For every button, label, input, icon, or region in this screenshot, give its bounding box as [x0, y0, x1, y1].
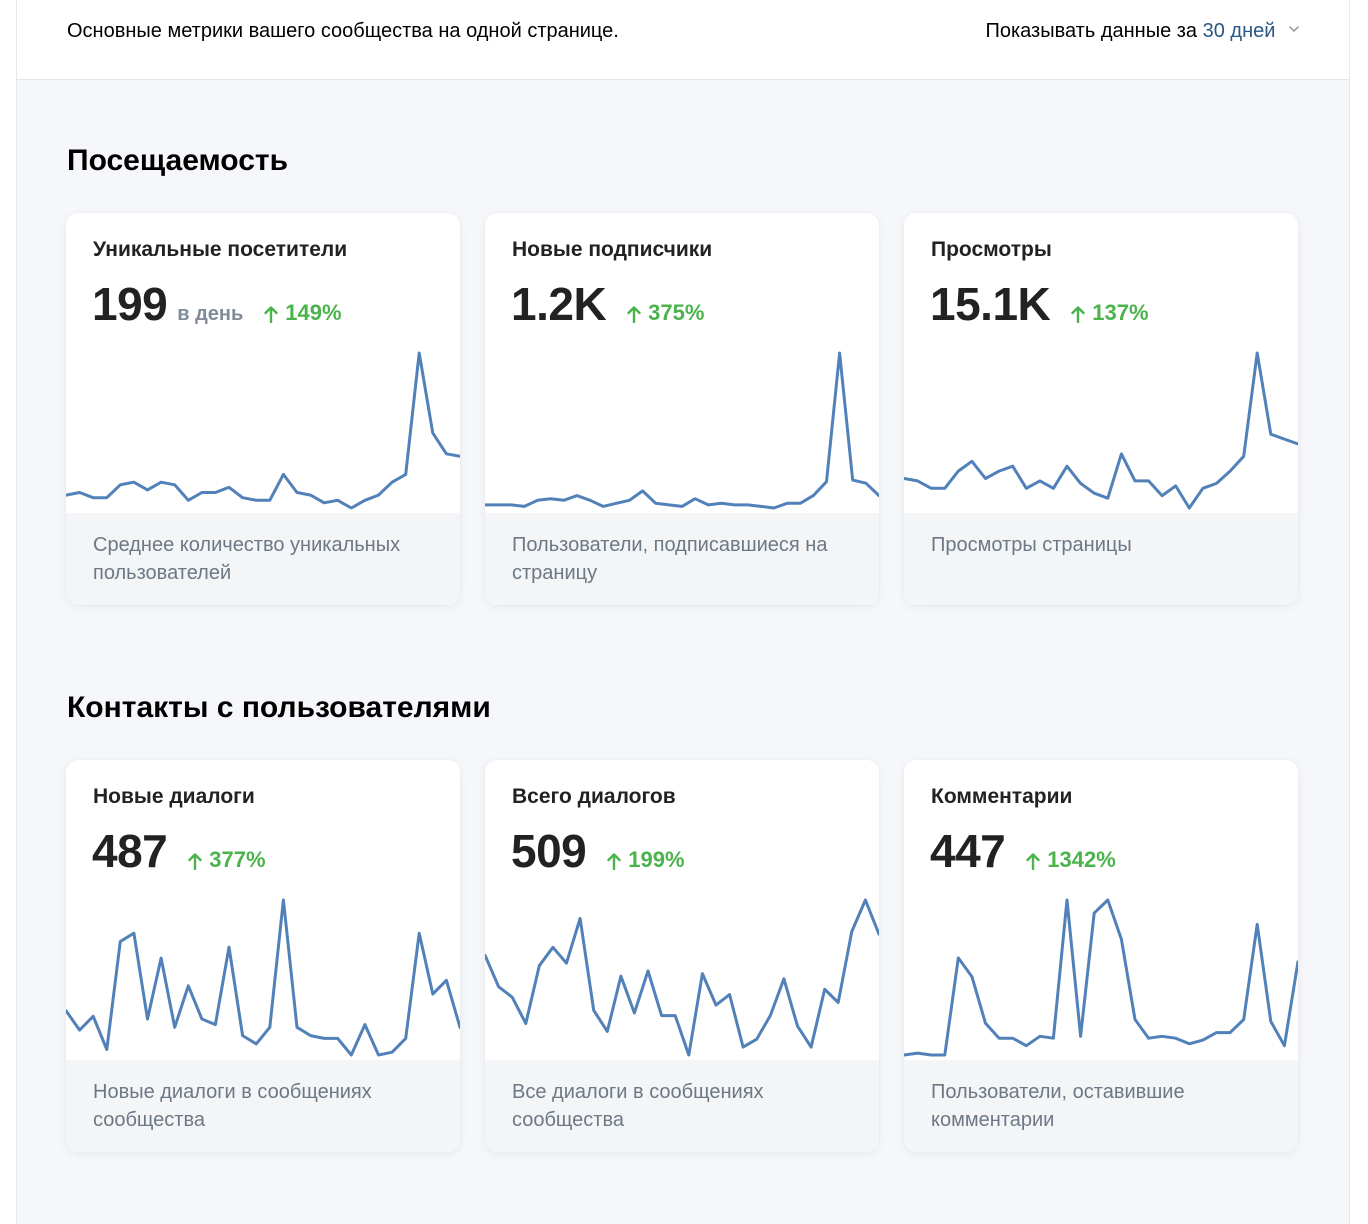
metric-card[interactable]: Всего диалогов 509 199% Все диалоги в сообщ…	[485, 760, 879, 1152]
metric-title: Просмотры	[931, 238, 1052, 261]
arrow-up-icon	[627, 306, 641, 323]
metric-delta-value: 377%	[209, 847, 266, 872]
arrow-up-icon	[1071, 306, 1085, 323]
period-selector[interactable]: Показывать данные за 30 дней	[985, 18, 1301, 44]
page-subtitle: Основные метрики вашего сообщества на од…	[67, 20, 619, 42]
metric-title: Новые подписчики	[512, 238, 713, 261]
metric-delta: 137%	[1070, 300, 1149, 326]
metric-description: Пользователи, подписавшиеся на страницу	[512, 534, 828, 584]
section-title-traffic: Посещаемость	[67, 144, 289, 177]
card-footer-bg	[904, 513, 1298, 605]
metric-description: Среднее количество уникальных пользовате…	[93, 534, 401, 584]
metric-value: 15.1K	[930, 278, 1051, 330]
metric-card[interactable]: Комментарии 447 1342% Пользователи, оставив…	[904, 760, 1298, 1152]
sparkline-series	[904, 898, 1298, 1057]
metric-value: 199	[92, 278, 168, 330]
card-footer-bg	[485, 1060, 879, 1152]
metric-title: Всего диалогов	[512, 785, 676, 808]
metric-delta-value: 137%	[1092, 300, 1149, 325]
metric-card[interactable]: Уникальные посетители 199 в день 149% Средне…	[66, 213, 460, 605]
metric-description: Просмотры страницы	[931, 534, 1132, 556]
metric-description: Все диалоги в сообщениях сообщества	[512, 1081, 764, 1131]
metric-title: Новые диалоги	[93, 785, 255, 808]
chevron-down-icon[interactable]	[1287, 22, 1301, 36]
sparkline-chart	[904, 351, 1298, 510]
card-footer-bg	[66, 513, 460, 605]
metric-value-row: 509 199%	[511, 824, 685, 877]
period-value[interactable]: 30 дней	[1202, 20, 1276, 42]
metric-delta-value: 149%	[285, 300, 342, 325]
sparkline-chart	[904, 898, 1298, 1057]
arrow-up-icon	[264, 306, 278, 323]
metric-delta-value: 375%	[648, 300, 705, 325]
metric-value-row: 487 377%	[92, 824, 266, 877]
sparkline-series	[485, 898, 879, 1057]
card-footer-bg	[66, 1060, 460, 1152]
section-title-contacts: Контакты с пользователями	[67, 691, 491, 724]
arrow-up-icon	[188, 853, 202, 870]
metric-card[interactable]: Просмотры 15.1K 137% Просмотры страницы	[904, 213, 1298, 605]
metric-value-row: 447 1342%	[930, 824, 1116, 877]
sparkline-series	[485, 351, 879, 510]
metric-delta-value: 1342%	[1047, 847, 1116, 872]
metric-delta: 375%	[626, 300, 704, 326]
period-prefix: Показывать данные за	[985, 20, 1198, 42]
metric-delta-value: 199%	[628, 847, 685, 872]
sparkline-series	[904, 351, 1298, 510]
metric-card[interactable]: Новые подписчики 1.2K 375% Пользователи, по…	[485, 213, 879, 605]
metric-value-row: 199 в день 149%	[92, 277, 342, 330]
metric-delta: 377%	[187, 847, 266, 873]
metric-value: 1.2K	[511, 278, 607, 330]
metric-unit: в день	[177, 303, 244, 325]
metric-value-row: 15.1K 137%	[930, 277, 1149, 330]
top-bar: Основные метрики вашего сообщества на од…	[17, 0, 1349, 80]
metric-title: Уникальные посетители	[93, 238, 348, 261]
metric-value-row: 1.2K 375%	[511, 277, 704, 330]
metric-delta: 199%	[606, 847, 685, 873]
metric-title: Комментарии	[931, 785, 1073, 808]
sparkline-chart	[66, 351, 460, 510]
metric-card[interactable]: Новые диалоги 487 377% Новые диалоги в сооб…	[66, 760, 460, 1152]
arrow-up-icon	[607, 853, 621, 870]
card-footer-bg	[904, 1060, 1298, 1152]
card-footer-bg	[485, 513, 879, 605]
metric-delta: 1342%	[1025, 847, 1116, 873]
sparkline-chart	[485, 898, 879, 1057]
metric-description: Новые диалоги в сообщениях сообщества	[93, 1081, 372, 1131]
metric-value: 447	[930, 825, 1006, 877]
metric-delta: 149%	[263, 300, 342, 326]
sparkline-series	[66, 898, 460, 1057]
sparkline-chart	[485, 351, 879, 510]
sparkline-chart	[66, 898, 460, 1057]
arrow-up-icon	[1026, 853, 1040, 870]
metric-value: 487	[92, 825, 168, 877]
metric-value: 509	[511, 825, 587, 877]
metric-description: Пользователи, оставившие комментарии	[931, 1081, 1185, 1131]
sparkline-series	[66, 351, 460, 510]
